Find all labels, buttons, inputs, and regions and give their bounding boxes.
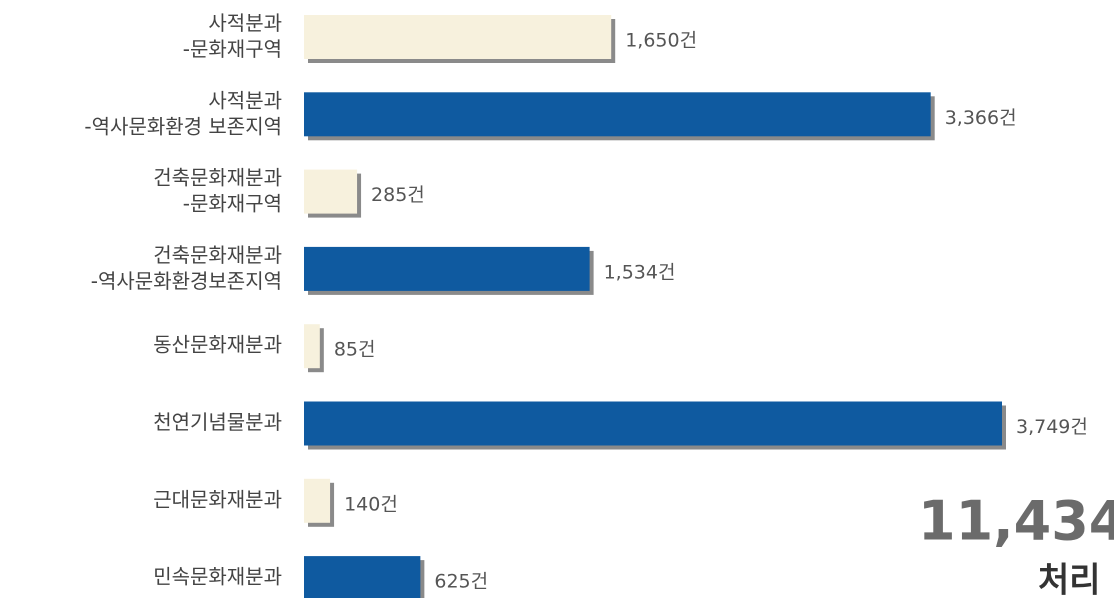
value-label: 3,366건 xyxy=(945,107,1017,129)
category-label: 사적분과 -역사문화환경 보존지역 xyxy=(84,88,282,138)
value-label: 85건 xyxy=(334,339,376,361)
value-label: 285건 xyxy=(371,184,425,206)
category-label: 민속문화재분과 xyxy=(153,565,282,589)
value-label: 625건 xyxy=(434,571,488,593)
value-label: 3,749건 xyxy=(1016,416,1088,438)
value-label: 140건 xyxy=(344,493,398,515)
category-label: 사적분과 -문화재구역 xyxy=(183,11,282,61)
bar xyxy=(304,169,358,214)
total-value: 11,434 xyxy=(918,490,1114,553)
bar xyxy=(304,324,320,369)
category-label: 건축문화재분과 -역사문화환경보존지역 xyxy=(91,242,282,292)
bar xyxy=(304,246,590,291)
category-label: 천연기념물분과 xyxy=(153,410,282,434)
category-label: 근대문화재분과 xyxy=(153,487,282,511)
category-label: 동산문화재분과 xyxy=(153,333,282,357)
bar xyxy=(304,401,1002,446)
total-caption: 처리 xyxy=(1038,561,1101,598)
value-label: 1,650건 xyxy=(625,30,697,52)
bar xyxy=(304,92,931,137)
category-label: 건축문화재분과 -문화재구역 xyxy=(153,165,282,215)
bar xyxy=(304,556,421,598)
bar xyxy=(304,478,331,523)
value-label: 1,534건 xyxy=(604,261,676,283)
bar xyxy=(304,15,612,59)
